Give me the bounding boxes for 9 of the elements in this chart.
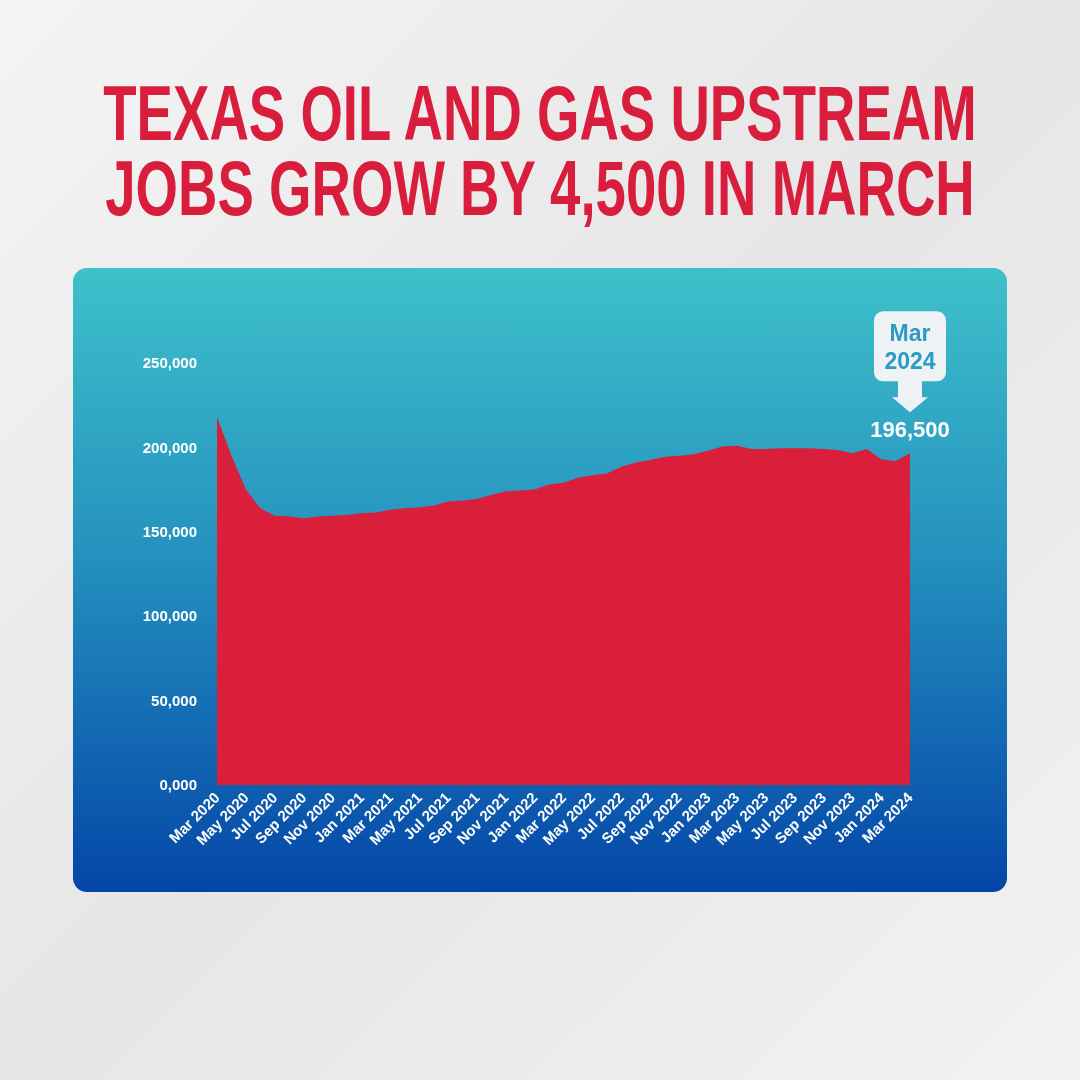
annotation: Mar 2024	[884, 320, 936, 374]
y-tick-label: 50,000	[151, 691, 197, 709]
data-label: 196,500	[870, 417, 950, 443]
y-tick-label: 100,000	[142, 607, 197, 625]
y-tick-label: 150,000	[142, 523, 197, 541]
y-tick-label: 0,000	[159, 776, 197, 794]
y-tick-label: 250,000	[142, 354, 197, 372]
chart-title: TEXAS OIL AND GAS UPSTREAM JOBS GROW BY 4,500 IN MARCH	[103, 69, 977, 232]
y-tick-label: 200,000	[142, 438, 197, 456]
